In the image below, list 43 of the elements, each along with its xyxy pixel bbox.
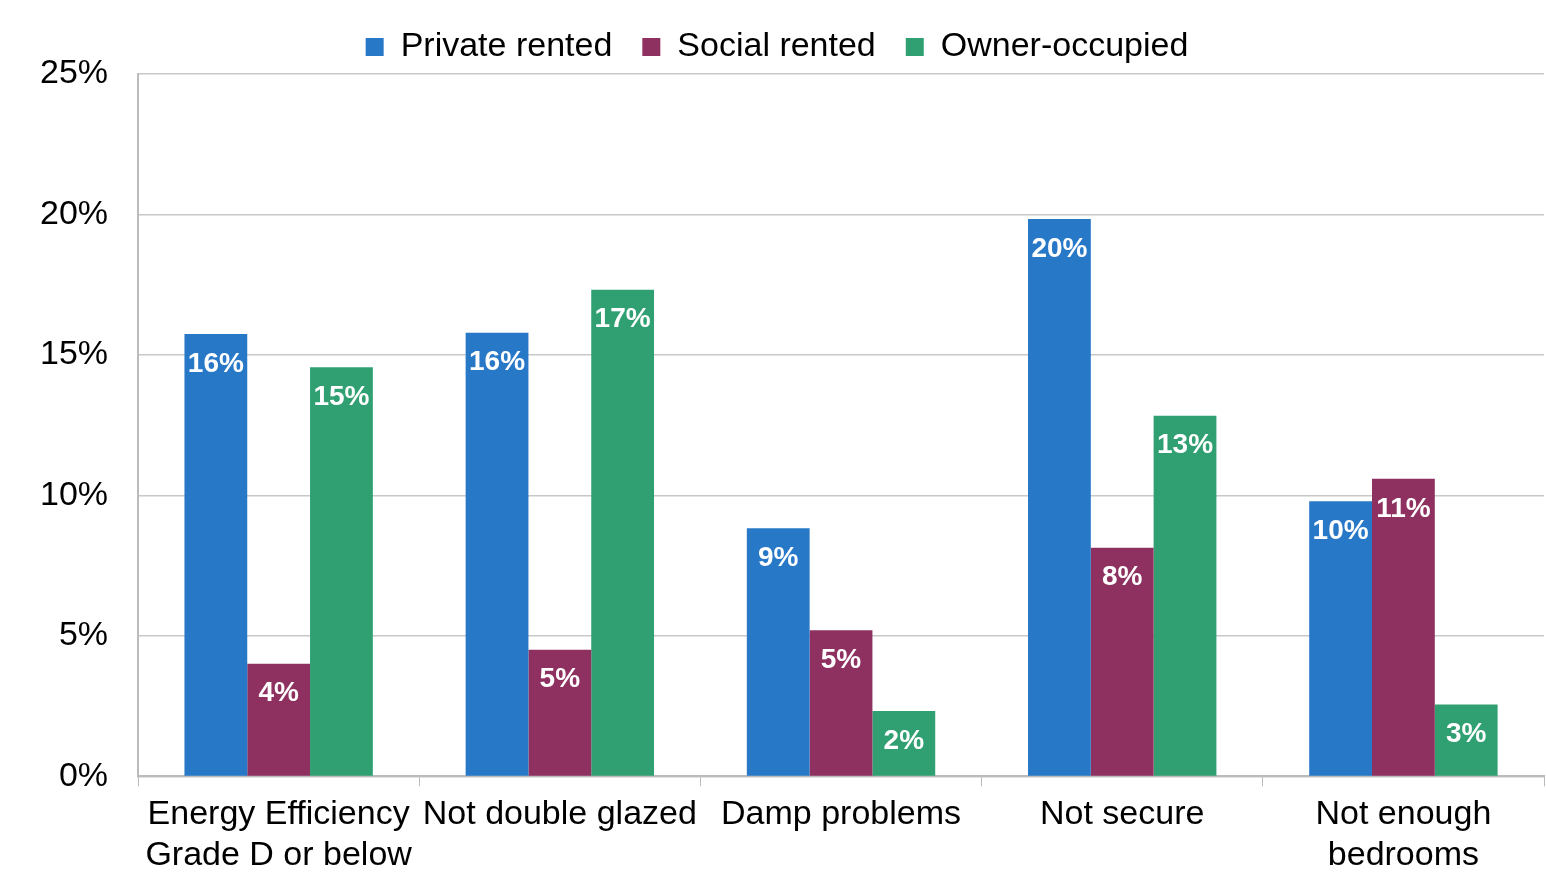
y-tick-label: 10%	[39, 473, 109, 512]
data-label: 16%	[469, 345, 526, 377]
data-label: 13%	[1156, 428, 1214, 460]
bar	[1090, 547, 1154, 776]
bar	[528, 649, 592, 776]
bar	[809, 630, 873, 776]
legend-label: Social rented	[677, 25, 876, 64]
bar	[1028, 218, 1091, 776]
x-tick-label: Energy Efficiency Grade D or below	[145, 793, 413, 872]
data-label: 9%	[757, 541, 799, 573]
bar	[1309, 501, 1373, 776]
data-label: 5%	[820, 643, 862, 675]
data-label: 15%	[313, 380, 370, 412]
bar	[465, 332, 529, 776]
y-tick-label: 20%	[39, 192, 109, 231]
data-label: 10%	[1312, 514, 1369, 546]
data-label: 5%	[539, 662, 581, 694]
data-label: 16%	[187, 346, 244, 378]
data-label: 2%	[883, 723, 925, 755]
data-label: 17%	[594, 302, 651, 334]
x-tick-label: Not enough bedrooms	[1315, 793, 1492, 872]
y-tick-label: 15%	[39, 333, 109, 372]
x-tick-label: Not double glazed	[422, 793, 697, 832]
x-tick-label: Damp problems	[721, 793, 962, 832]
legend-label: Private rented	[400, 25, 613, 64]
data-label: 4%	[258, 676, 299, 708]
x-tick-label: Not secure	[1040, 793, 1205, 832]
bar	[1153, 415, 1217, 776]
data-label: 11%	[1376, 491, 1431, 523]
bar	[746, 528, 810, 776]
data-label: 8%	[1101, 560, 1143, 592]
bar	[1372, 478, 1435, 776]
bar	[591, 289, 655, 776]
data-label: 3%	[1445, 717, 1487, 749]
bar	[184, 333, 248, 776]
bar	[247, 663, 311, 776]
y-tick-label: 5%	[58, 614, 109, 653]
bar	[1434, 704, 1498, 776]
data-label: 20%	[1031, 231, 1088, 263]
y-tick-label: 0%	[58, 754, 109, 793]
y-tick-label: 25%	[39, 52, 109, 91]
bar	[310, 367, 373, 776]
legend-label: Owner-occupied	[940, 25, 1189, 64]
